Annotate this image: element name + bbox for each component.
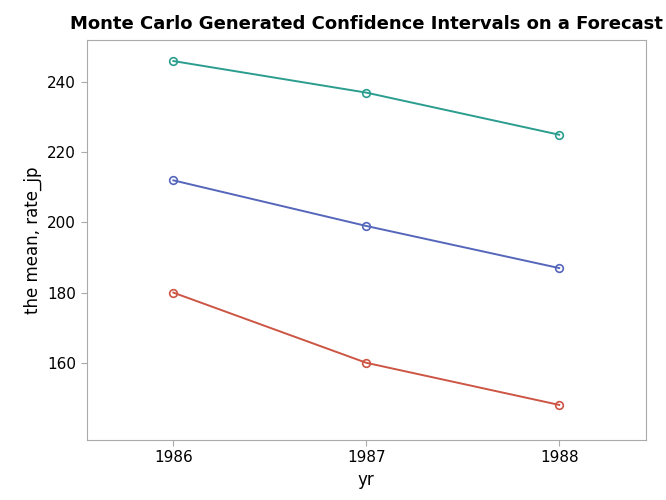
X-axis label: yr: yr bbox=[358, 471, 375, 489]
Title: Monte Carlo Generated Confidence Intervals on a Forecast: Monte Carlo Generated Confidence Interva… bbox=[70, 15, 663, 33]
Y-axis label: the mean, rate_jp: the mean, rate_jp bbox=[23, 166, 41, 314]
